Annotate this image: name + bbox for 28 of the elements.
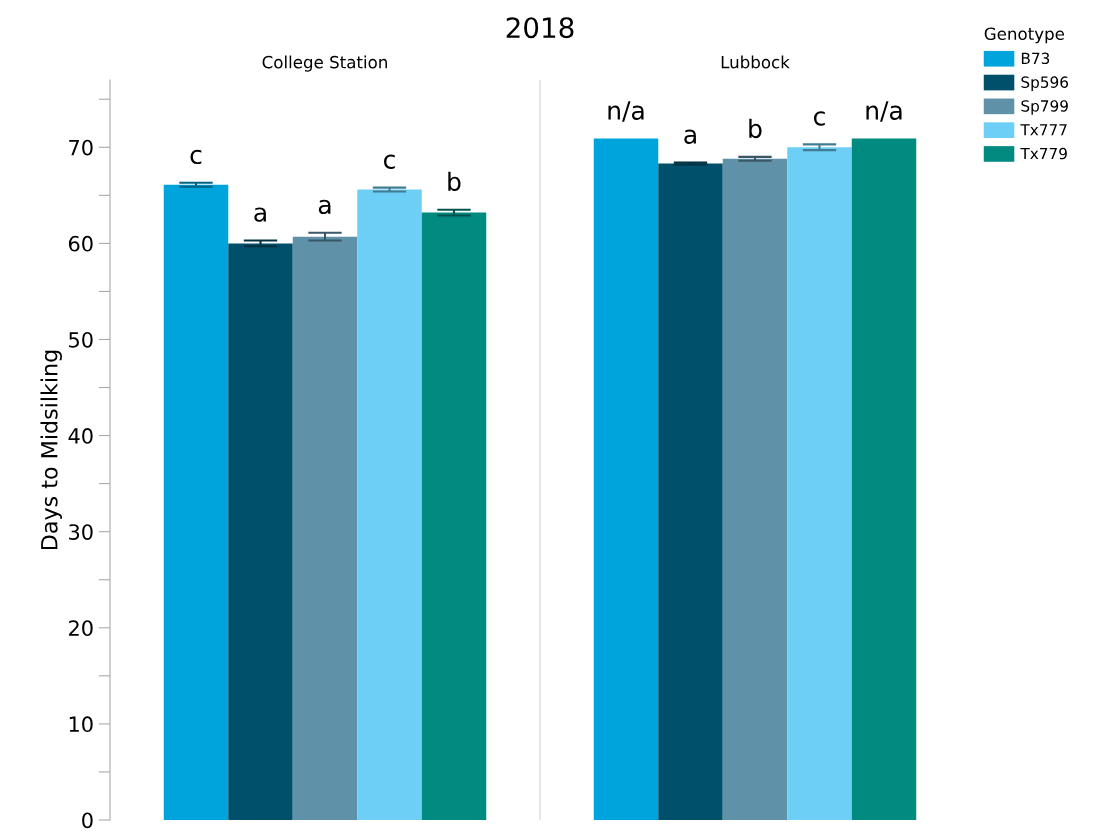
y-tick-label: 40 bbox=[68, 428, 93, 444]
x-tick-label: Lubbock bbox=[721, 55, 790, 69]
data-label: b bbox=[749, 118, 762, 139]
data-label: a bbox=[254, 207, 266, 222]
y-tick-label: 20 bbox=[69, 620, 93, 636]
y-tick-label: 60 bbox=[68, 235, 93, 252]
data-label: n/a bbox=[608, 101, 644, 122]
y-axis-title: Days to Midsilking bbox=[40, 350, 62, 550]
y-tick-label: 30 bbox=[69, 524, 93, 540]
data-label: c bbox=[384, 154, 395, 169]
data-label: a bbox=[684, 129, 696, 144]
data-label: c bbox=[814, 111, 825, 126]
legend-label: Tx777 bbox=[1020, 124, 1067, 136]
y-tick-label: 0 bbox=[82, 812, 93, 829]
data-label: b bbox=[448, 171, 461, 192]
legend-label: Sp799 bbox=[1021, 100, 1068, 115]
legend-label: Tx779 bbox=[1020, 147, 1067, 160]
legend-label: Sp596 bbox=[1021, 76, 1069, 91]
data-label: n/a bbox=[866, 101, 902, 122]
legend-label: B73 bbox=[1021, 52, 1050, 65]
legend-title: Genotype bbox=[984, 27, 1065, 44]
y-tick-label: 70 bbox=[69, 139, 93, 156]
y-tick-label: 10 bbox=[69, 716, 93, 733]
data-label: a bbox=[318, 199, 331, 215]
data-label: c bbox=[190, 149, 202, 165]
x-tick-label: College Station bbox=[262, 55, 387, 72]
y-tick-label: 50 bbox=[69, 331, 93, 348]
chart-title: 2018 bbox=[506, 17, 574, 39]
